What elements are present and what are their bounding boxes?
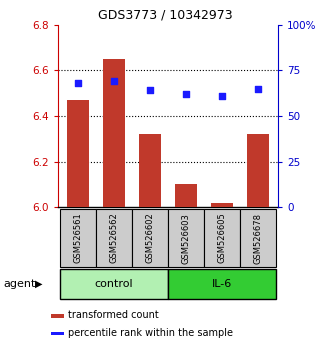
Bar (168, 209, 204, 267)
Text: GSM526561: GSM526561 (73, 213, 82, 263)
Bar (60, 269, 168, 299)
Bar (240, 209, 276, 267)
Bar (211, 202, 233, 207)
Text: GSM526605: GSM526605 (217, 213, 227, 263)
Text: GDS3773 / 10342973: GDS3773 / 10342973 (98, 9, 233, 22)
Bar (67, 100, 89, 207)
Point (256, 86, 261, 91)
Text: GSM526678: GSM526678 (254, 212, 263, 264)
Text: GSM526562: GSM526562 (109, 213, 118, 263)
Text: percentile rank within the sample: percentile rank within the sample (68, 328, 233, 338)
Bar (139, 134, 161, 207)
Point (75, 80, 80, 86)
Point (219, 93, 225, 99)
Bar (168, 269, 276, 299)
Point (147, 87, 153, 93)
Bar (60, 209, 96, 267)
Bar (247, 134, 269, 207)
Text: control: control (95, 279, 133, 289)
Bar (96, 209, 132, 267)
Text: transformed count: transformed count (68, 310, 159, 320)
Text: IL-6: IL-6 (212, 279, 232, 289)
Bar (175, 184, 197, 207)
Text: ▶: ▶ (35, 279, 42, 289)
Bar (103, 59, 125, 207)
Point (183, 91, 189, 97)
Text: GSM526602: GSM526602 (145, 213, 155, 263)
Bar (51, 332, 64, 335)
Bar (204, 209, 240, 267)
Bar (132, 209, 168, 267)
Bar (51, 314, 64, 318)
Text: GSM526603: GSM526603 (181, 213, 191, 263)
Point (111, 79, 117, 84)
Text: agent: agent (3, 279, 36, 289)
